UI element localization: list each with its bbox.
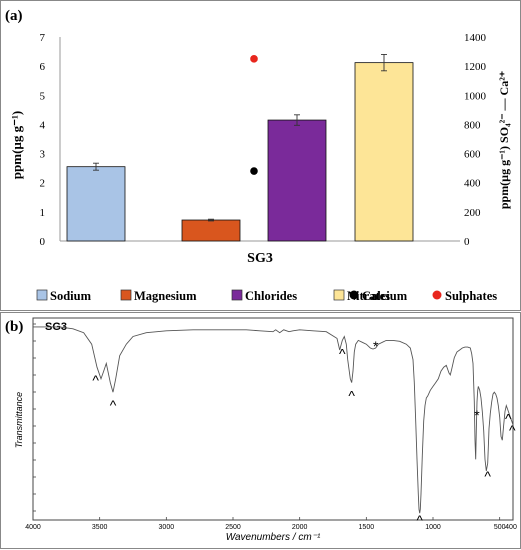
right-tick-label: 1200 xyxy=(464,61,487,73)
left-tick-label: 2 xyxy=(40,178,46,190)
peak-star: * xyxy=(373,338,379,354)
peak-markers: ^^^^*^*^^^ xyxy=(92,338,516,528)
bars xyxy=(66,54,414,242)
bar-magnesium xyxy=(181,219,241,242)
ir-x-axis-title: Wavenumbers / cm⁻¹ xyxy=(226,532,321,543)
left-tick-label: 6 xyxy=(40,61,46,73)
legend-swatch xyxy=(36,289,48,301)
ir-plot-frame xyxy=(32,317,514,521)
peak-caret: ^ xyxy=(110,397,117,413)
peak-caret: ^ xyxy=(92,372,99,388)
point-sulphates xyxy=(250,55,258,63)
x-tick-label: 1500 xyxy=(359,524,375,531)
peak-caret: ^ xyxy=(505,410,512,426)
legend-item-magnesium: Magnesium xyxy=(120,289,197,303)
left-tick-labels: 0 1 2 3 4 5 6 7 xyxy=(40,32,46,248)
panel-b-label: (b) xyxy=(5,319,23,335)
left-tick-label: 3 xyxy=(40,149,46,161)
x-tick-label: 400 xyxy=(505,524,517,531)
y-ticks xyxy=(33,323,36,512)
error-bar-sodium xyxy=(93,162,99,171)
peak-caret: ^ xyxy=(416,512,423,528)
x-tick-label: 3500 xyxy=(92,524,108,531)
legend-swatch xyxy=(120,289,132,301)
ir-spectrum-line xyxy=(33,326,514,514)
legend-item-nitrates: Nitrates xyxy=(333,289,390,303)
scatter-points xyxy=(250,55,258,175)
peak-star: * xyxy=(474,407,480,423)
legend-swatch xyxy=(333,289,345,301)
legend-item-sulphates: Sulphates xyxy=(432,289,497,303)
bar-chlorides xyxy=(267,119,327,242)
left-tick-label: 5 xyxy=(40,90,46,102)
error-bar-chlorides xyxy=(294,114,300,126)
legend-item-sodium: Sodium xyxy=(36,289,92,303)
x-tick-label: 3000 xyxy=(159,524,175,531)
right-tick-labels: 0 200 400 600 800 1000 1200 1400 xyxy=(464,32,487,248)
x-tick-label: 500 xyxy=(494,524,506,531)
panel-a: (a) 0 1 2 3 4 5 6 7 0 200 400 600 800 1000 1200 1400 S… xyxy=(0,0,521,311)
peak-caret: ^ xyxy=(509,422,516,438)
error-bar-nitrates xyxy=(381,54,387,72)
right-tick-label: 1000 xyxy=(464,90,487,102)
x-category-label: SG3 xyxy=(247,251,273,266)
legend-item-chlorides: Chlorides xyxy=(231,289,297,303)
panel-b: (b) SG3 4000 3500 3000 2500 2000 1500 1000 500 4… xyxy=(0,312,521,549)
right-tick-label: 400 xyxy=(464,178,481,190)
peak-caret: ^ xyxy=(339,345,346,361)
right-tick-label: 1400 xyxy=(464,32,487,44)
right-tick-label: 800 xyxy=(464,119,481,131)
y-axis-title-right: ppm(µg g⁻¹) SO₄²⁻ — Ca²⁺ xyxy=(497,71,511,209)
error-bar-magnesium xyxy=(208,218,214,222)
panel-b-frame xyxy=(0,312,521,549)
legend-swatch xyxy=(231,289,243,301)
legend-label: Sulphates xyxy=(445,289,497,303)
legend-dot xyxy=(432,290,442,300)
left-tick-label: 1 xyxy=(40,207,46,219)
right-tick-label: 200 xyxy=(464,207,481,219)
x-tick-label: 4000 xyxy=(25,524,41,531)
left-tick-label: 4 xyxy=(40,119,46,131)
legend-label: Calcium xyxy=(362,289,408,303)
legend-dot xyxy=(349,290,359,300)
legend-label: Magnesium xyxy=(134,289,197,303)
peak-caret: ^ xyxy=(348,388,355,404)
legend-item-calcium: Calcium xyxy=(349,289,408,303)
bar-sodium xyxy=(66,166,126,242)
panel-a-label: (a) xyxy=(5,8,23,24)
point-calcium xyxy=(250,167,258,175)
legend-label: Chlorides xyxy=(245,289,297,303)
left-tick-label: 7 xyxy=(40,32,46,44)
x-tick-label: 2000 xyxy=(292,524,308,531)
x-tick-labels: 4000 3500 3000 2500 2000 1500 1000 500 400 xyxy=(25,517,517,531)
right-tick-label: 0 xyxy=(464,236,470,248)
peak-caret: ^ xyxy=(484,468,491,484)
legend-label: Sodium xyxy=(50,289,92,303)
x-tick-label: 2500 xyxy=(225,524,241,531)
right-tick-label: 600 xyxy=(464,149,481,161)
ir-y-axis-title: Transmittance xyxy=(14,392,24,448)
left-tick-label: 0 xyxy=(40,236,46,248)
bar-nitrates xyxy=(354,62,414,242)
y-axis-title: ppm(µg g⁻¹) xyxy=(9,111,24,179)
legend-label: Nitrates xyxy=(347,289,390,303)
x-tick-label: 1000 xyxy=(425,524,441,531)
